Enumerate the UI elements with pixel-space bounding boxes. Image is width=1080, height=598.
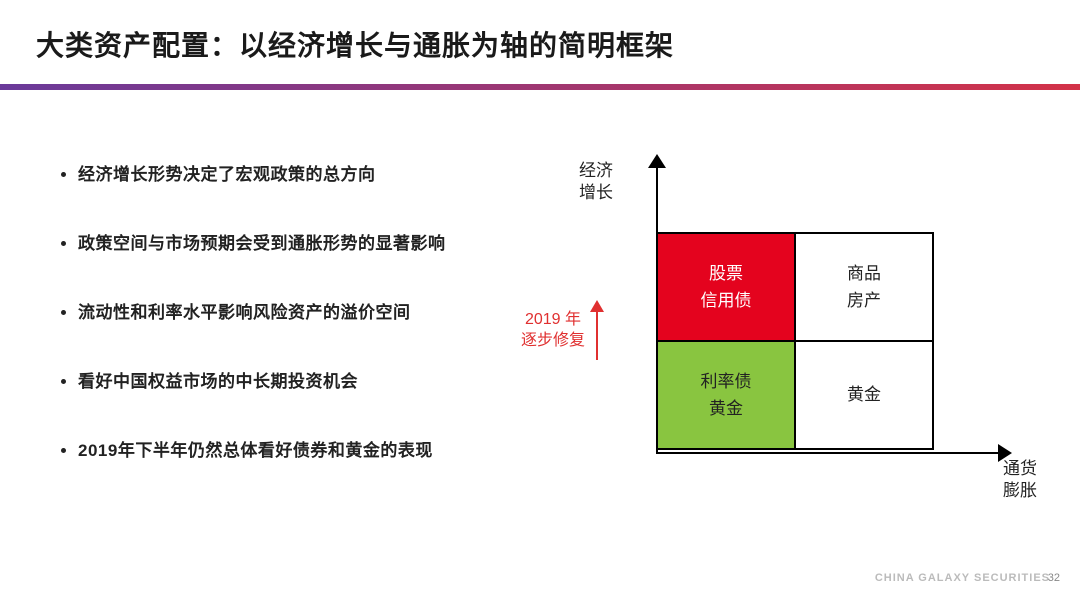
bullet-item: 2019年下半年仍然总体看好债券和黄金的表现 (78, 436, 530, 461)
bullet-item: 政策空间与市场预期会受到通胀形势的显著影响 (78, 229, 530, 254)
title-divider (0, 84, 1080, 90)
side-note: 2019 年逐步修复 (518, 310, 588, 352)
x-axis-line (656, 452, 1000, 454)
cell-line: 信用债 (701, 287, 752, 314)
cell-bottom-right: 黄金 (794, 340, 934, 450)
quadrant-grid: 股票 信用债 商品 房产 利率债 黄金 黄金 (656, 232, 936, 452)
bullet-list: 经济增长形势决定了宏观政策的总方向 政策空间与市场预期会受到通胀形势的显著影响 … (60, 160, 530, 505)
cell-top-right: 商品 房产 (794, 232, 934, 342)
cell-bottom-left: 利率债 黄金 (656, 340, 796, 450)
page-title: 大类资产配置：以经济增长与通胀为轴的简明框架 (36, 24, 674, 64)
y-axis-label: 经济增长 (576, 160, 616, 204)
footer-brand: CHINA GALAXY SECURITIES (875, 572, 1050, 584)
quadrant-diagram: 经济增长 通货膨胀 2019 年逐步修复 股票 信用债 商品 房产 利率债 黄金 (560, 160, 1050, 520)
cell-line: 房产 (847, 287, 881, 314)
x-axis-label: 通货膨胀 (1000, 458, 1040, 502)
cell-line: 股票 (709, 260, 743, 287)
bullet-item: 经济增长形势决定了宏观政策的总方向 (78, 160, 530, 185)
side-note-arrow-icon (590, 300, 604, 360)
cell-line: 利率债 (701, 368, 752, 395)
cell-line: 黄金 (709, 395, 743, 422)
side-note-text: 2019 年逐步修复 (521, 311, 585, 349)
cell-line: 商品 (847, 260, 881, 287)
footer-page-number: 32 (1048, 572, 1060, 584)
cell-top-left: 股票 信用债 (656, 232, 796, 342)
bullet-item: 看好中国权益市场的中长期投资机会 (78, 367, 530, 392)
y-axis-arrowhead (648, 154, 666, 168)
cell-line: 黄金 (847, 381, 881, 408)
bullet-item: 流动性和利率水平影响风险资产的溢价空间 (78, 298, 530, 323)
